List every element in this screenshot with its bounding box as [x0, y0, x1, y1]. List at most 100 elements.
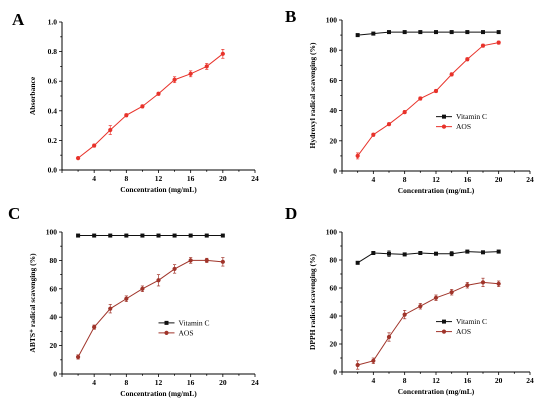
- data-point-aos: [465, 57, 470, 62]
- chart-b: B 4 8 12 16 20 24 0 20 40 60 80 100 Concentration (mg…: [285, 7, 534, 195]
- x-tick-label: 20: [219, 174, 227, 183]
- x-tick-label: 8: [403, 175, 407, 184]
- y-tick-label: 40: [50, 313, 58, 322]
- y-tick-label: 60: [330, 76, 338, 85]
- x-tick-label: 4: [92, 378, 96, 387]
- legend-label-aos: AOS: [179, 328, 194, 337]
- legend-label-aos: AOS: [456, 122, 471, 131]
- x-axis-title: Concentration (mg/mL): [398, 186, 475, 195]
- data-point-aos: [402, 312, 407, 317]
- y-tick-label: 0.4: [48, 106, 58, 115]
- legend-marker: [441, 124, 447, 129]
- data-point-vitamin-c: [418, 30, 423, 35]
- y-axis-title: ABTS⁺ radical scavenging (%): [28, 253, 37, 353]
- x-tick-label: 20: [495, 175, 503, 184]
- series-line-aos: [357, 281, 499, 366]
- x-tick-label: 12: [155, 378, 163, 387]
- data-point-vitamin-c: [76, 233, 81, 238]
- data-point-aos: [355, 362, 360, 368]
- data-point-vitamin-c: [140, 233, 145, 238]
- data-point-aos: [188, 258, 193, 263]
- data-point-vitamin-c: [371, 251, 376, 255]
- y-axis-title: Absorbance: [28, 76, 37, 115]
- data-point-vitamin-c: [204, 233, 209, 238]
- y-tick-label: 80: [330, 46, 338, 55]
- series-line-aos: [77, 259, 223, 358]
- data-point-aos: [433, 88, 439, 94]
- chart-a: A 4 8 12 16 20 24 0.0 0.2 0.4 0.6 0.8 1.0 Concentrati…: [12, 10, 259, 194]
- panel-a: A 4 8 12 16 20 24 0.0 0.2 0.4 0.6 0.8 1.0 Concentrati…: [0, 0, 275, 202]
- legend-label-aos: AOS: [456, 327, 471, 336]
- panel-letter: A: [12, 10, 25, 29]
- y-tick-label: 0.6: [48, 77, 58, 86]
- legend-label-vitamin-c: Vitamin C: [456, 112, 487, 121]
- data-point-aos: [386, 334, 392, 340]
- panel-letter: B: [285, 7, 296, 26]
- data-point-vitamin-c: [402, 30, 407, 35]
- y-axis-title: DPPH radical scavenging (%): [308, 253, 317, 350]
- series-line-vitamin-c: [357, 31, 499, 36]
- series-line-vitamin-c: [357, 251, 499, 264]
- y-tick-label: 40: [330, 106, 338, 115]
- chart-c: C 4 8 12 16 20 24 0 20 40 60 80 100 Concentration (mg…: [8, 204, 259, 398]
- x-tick-label: 4: [92, 174, 96, 183]
- data-point-vitamin-c: [434, 251, 438, 256]
- data-point-aos: [140, 286, 145, 291]
- data-point-data: [204, 64, 209, 69]
- data-point-vitamin-c: [496, 30, 501, 35]
- y-tick-label: 0: [53, 370, 57, 379]
- data-point-vitamin-c: [355, 260, 360, 265]
- data-point-vitamin-c: [371, 31, 376, 36]
- y-tick-label: 0.2: [48, 136, 58, 145]
- data-point-data: [92, 143, 97, 148]
- data-point-data: [108, 127, 113, 133]
- data-point-vitamin-c: [465, 30, 470, 35]
- data-point-vitamin-c: [465, 249, 470, 254]
- data-point-aos: [418, 304, 423, 309]
- x-axis-title: Concentration (mg/mL): [120, 185, 197, 194]
- x-tick-label: 20: [495, 376, 503, 385]
- y-tick-label: 100: [46, 228, 58, 237]
- data-point-data: [220, 51, 225, 56]
- data-point-vitamin-c: [220, 233, 225, 238]
- data-point-vitamin-c: [188, 233, 193, 238]
- data-point-aos: [496, 281, 501, 286]
- data-point-vitamin-c: [481, 250, 485, 255]
- x-tick-label: 24: [251, 174, 259, 183]
- legend-label-vitamin-c: Vitamin C: [456, 317, 487, 326]
- panel-d: D 4 8 12 16 20 24 0 20 40 60 80 100 Concentration (mg…: [275, 202, 550, 404]
- data-point-vitamin-c: [496, 249, 501, 254]
- data-point-aos: [172, 266, 177, 272]
- x-tick-label: 8: [124, 174, 128, 183]
- data-point-aos: [386, 122, 392, 127]
- data-point-aos: [92, 325, 97, 330]
- data-point-data: [124, 113, 129, 118]
- x-tick-label: 20: [219, 378, 227, 387]
- legend-marker: [442, 319, 446, 324]
- data-point-aos: [108, 306, 113, 311]
- data-point-vitamin-c: [434, 30, 438, 35]
- y-axis-title: Hydroxyl radical scavenging (%): [308, 42, 317, 148]
- x-tick-label: 8: [403, 376, 407, 385]
- x-tick-label: 16: [464, 376, 472, 385]
- panel-letter: C: [8, 204, 20, 223]
- y-tick-label: 60: [330, 284, 338, 293]
- legend-marker: [442, 114, 446, 119]
- data-point-aos: [418, 96, 423, 101]
- data-point-data: [75, 156, 81, 161]
- data-point-aos: [402, 110, 407, 115]
- data-point-data: [172, 77, 177, 82]
- x-tick-label: 24: [526, 175, 534, 184]
- x-tick-label: 24: [251, 378, 259, 387]
- y-tick-label: 80: [50, 256, 58, 265]
- data-point-aos: [480, 43, 486, 48]
- data-point-vitamin-c: [156, 233, 161, 238]
- y-tick-label: 0: [333, 368, 337, 377]
- x-tick-label: 16: [187, 378, 195, 387]
- panel-letter: D: [285, 204, 297, 223]
- data-point-aos: [355, 153, 360, 158]
- data-point-aos: [371, 132, 376, 137]
- y-tick-label: 60: [50, 284, 58, 293]
- series-line-aos: [357, 42, 499, 157]
- data-point-aos: [156, 278, 161, 283]
